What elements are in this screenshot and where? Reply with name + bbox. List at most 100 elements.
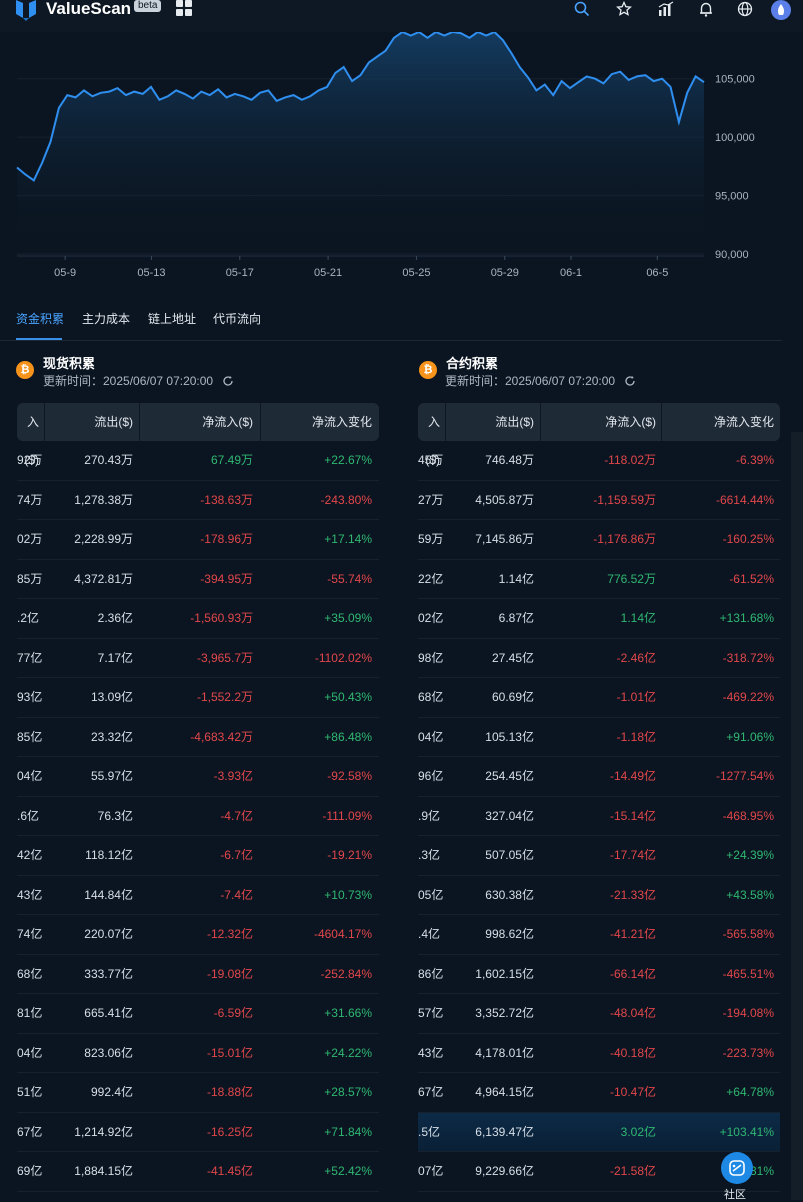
cell-outflow: 1,278.38万 [74,492,133,507]
x-tick-label: 05-29 [491,267,519,279]
cell-outflow: 1,602.15亿 [475,966,534,981]
cell-inflow: 43亿 [418,1045,444,1060]
table-row[interactable]: .2亿 2.36亿 -1,560.93万 +35.09% [17,599,379,639]
cell-inflow: 85万 [17,571,43,586]
table-row[interactable]: 93亿 13.09亿 -1,552.2万 +50.43% [17,678,379,718]
cell-outflow: 220.07亿 [84,927,133,941]
cell-outflow: 13.09亿 [90,690,133,704]
table-row[interactable]: 27万 4,505.87万 -1,159.59万 -6614.44% [418,481,780,520]
top-bar: ValueScan beta [0,0,803,32]
table-row[interactable]: 02亿 6.87亿 1.14亿 +131.68% [418,599,780,639]
table-row[interactable]: 43亿 4,178.01亿 -40.18亿 -223.73% [418,1034,780,1073]
table-row[interactable]: 51亿 992.4亿 -18.88亿 +28.57% [17,1073,379,1113]
tab-capital-accumulation[interactable]: 资金积累 [16,312,65,326]
tab-token-flow[interactable]: 代币流向 [213,312,262,326]
table-row[interactable]: 42亿 118.12亿 -6.7亿 -19.21% [17,836,379,876]
cell-outflow: 2.36亿 [97,611,133,625]
cell-netflow-change: +31.66% [324,1006,372,1020]
star-icon[interactable] [616,1,632,17]
header-inflow: 入($) [24,415,39,467]
table-row[interactable]: 86亿 1,602.15亿 -66.14亿 -465.51% [418,955,780,994]
cell-inflow: 51亿 [17,1085,43,1099]
cell-inflow: 96亿 [418,769,444,783]
table-row[interactable]: 43亿 144.84亿 -7.4亿 +10.73% [17,876,379,915]
refresh-icon[interactable] [624,375,636,387]
cell-outflow: 4,505.87万 [475,492,534,507]
cell-netflow-change: +50.43% [324,690,372,704]
cell-outflow: 23.32亿 [90,729,133,744]
cell-netflow: -40.18亿 [609,1045,656,1060]
table-row[interactable]: 59万 7,145.86万 -1,176.86万 -160.25% [418,520,780,560]
cell-netflow: -394.95万 [200,571,253,586]
table-row[interactable]: 74亿 220.07亿 -12.32亿 -4604.17% [17,915,379,955]
table-row[interactable]: 57亿 3,352.72亿 -48.04亿 -194.08% [418,994,780,1034]
cell-netflow-change: -19.21% [327,848,372,862]
table-row[interactable]: 74万 1,278.38万 -138.63万 -243.80% [17,481,379,520]
page-scrollbar[interactable] [791,432,803,1200]
community-button[interactable] [721,1152,753,1184]
table-row[interactable]: 45万 746.48万 -118.02万 -6.39% [418,441,780,481]
cell-netflow-change: -565.58% [722,927,774,941]
cell-netflow: -17.74亿 [609,848,656,862]
cell-netflow-change: +131.68% [719,611,774,625]
globe-icon[interactable] [737,1,753,17]
table-row[interactable]: 81亿 665.41亿 -6.59亿 +31.66% [17,994,379,1034]
cell-netflow-change: +35.09% [324,611,372,625]
cell-netflow-change: -468.95% [722,808,774,823]
table-row[interactable]: 68亿 60.69亿 -1.01亿 -469.22% [418,678,780,718]
table-row[interactable]: 04亿 55.97亿 -3.93亿 -92.58% [17,757,379,797]
tab-onchain-address[interactable]: 链上地址 [148,312,197,326]
cell-inflow: 04亿 [17,1045,43,1060]
user-avatar-icon[interactable] [771,0,791,20]
cell-inflow: 02万 [17,532,43,546]
valuescan-logo-icon[interactable] [14,0,38,22]
table-row[interactable]: .9亿 327.04亿 -15.14亿 -468.95% [418,797,780,836]
tab-main-cost[interactable]: 主力成本 [82,312,131,326]
table-row[interactable]: 05亿 630.38亿 -21.33亿 +43.58% [418,876,780,915]
beta-badge: beta [134,0,162,12]
cell-inflow: 68亿 [17,966,43,981]
table-row[interactable]: 85亿 23.32亿 -4,683.42万 +86.48% [17,718,379,757]
community-label[interactable]: 社区 [724,1189,746,1201]
search-icon[interactable] [574,1,590,17]
table-row[interactable]: 22亿 1.14亿 776.52万 -61.52% [418,560,780,599]
table-row[interactable]: 67亿 4,964.15亿 -10.47亿 +64.78% [418,1073,780,1113]
table-row[interactable]: 07亿 9,229.66亿 -21.58亿 +31% [418,1152,780,1192]
spot-table-body: 92万 270.43万 67.49万 +22.67% 74万 1,278.38万 -138.… [17,441,379,1192]
table-row[interactable]: 96亿 254.45亿 -14.49亿 -1277.54% [418,757,780,797]
table-row[interactable]: 67亿 1,214.92亿 -16.25亿 +71.84% [17,1113,379,1152]
table-row[interactable]: 77亿 7.17亿 -3,965.7万 -1102.02% [17,639,379,678]
table-row[interactable]: 92万 270.43万 67.49万 +22.67% [17,441,379,481]
brand-name[interactable]: ValueScan [46,0,132,18]
cell-inflow: 45万 [418,453,444,467]
cell-netflow: -138.63万 [200,492,253,507]
header-separator [260,403,261,441]
cell-outflow: 270.43万 [84,453,133,467]
refresh-icon[interactable] [222,375,234,387]
chart-bars-icon[interactable] [658,1,674,17]
cell-inflow: 67亿 [17,1124,43,1139]
table-row[interactable]: .3亿 507.05亿 -17.74亿 +24.39% [418,836,780,876]
bell-icon[interactable] [698,1,714,17]
app-grid-icon[interactable] [176,0,192,16]
table-row[interactable]: 02万 2,228.99万 -178.96万 +17.14% [17,520,379,560]
table-row[interactable]: .6亿 76.3亿 -4.7亿 -111.09% [17,797,379,836]
table-row[interactable]: 04亿 105.13亿 -1.18亿 +91.06% [418,718,780,757]
cell-netflow: -10.47亿 [609,1085,656,1099]
cell-netflow: -21.58亿 [609,1164,656,1178]
header-netflow: 净流入($) [202,415,253,429]
cell-netflow-change: -55.74% [327,571,372,586]
table-row[interactable]: .5亿 6,139.47亿 3.02亿 +103.41% [418,1112,780,1152]
table-row[interactable]: 68亿 333.77亿 -19.08亿 -252.84% [17,955,379,994]
table-row[interactable]: 98亿 27.45亿 -2.46亿 -318.72% [418,639,780,678]
table-row[interactable]: .4亿 998.62亿 -41.21亿 -565.58% [418,915,780,955]
price-chart[interactable]: 105,000 100,000 95,000 90,000 05-9 05-13 05-1… [0,30,803,292]
table-row[interactable]: 69亿 1,884.15亿 -41.45亿 +52.42% [17,1152,379,1192]
header-netflow-change: 净流入变化 [311,415,372,429]
cell-inflow: .5亿 [418,1124,441,1139]
table-row[interactable]: 04亿 823.06亿 -15.01亿 +24.22% [17,1034,379,1073]
cell-netflow-change: -243.80% [320,492,372,507]
cell-netflow-change: +103.41% [719,1124,774,1139]
cell-inflow: 77亿 [17,650,43,665]
table-row[interactable]: 85万 4,372.81万 -394.95万 -55.74% [17,560,379,599]
